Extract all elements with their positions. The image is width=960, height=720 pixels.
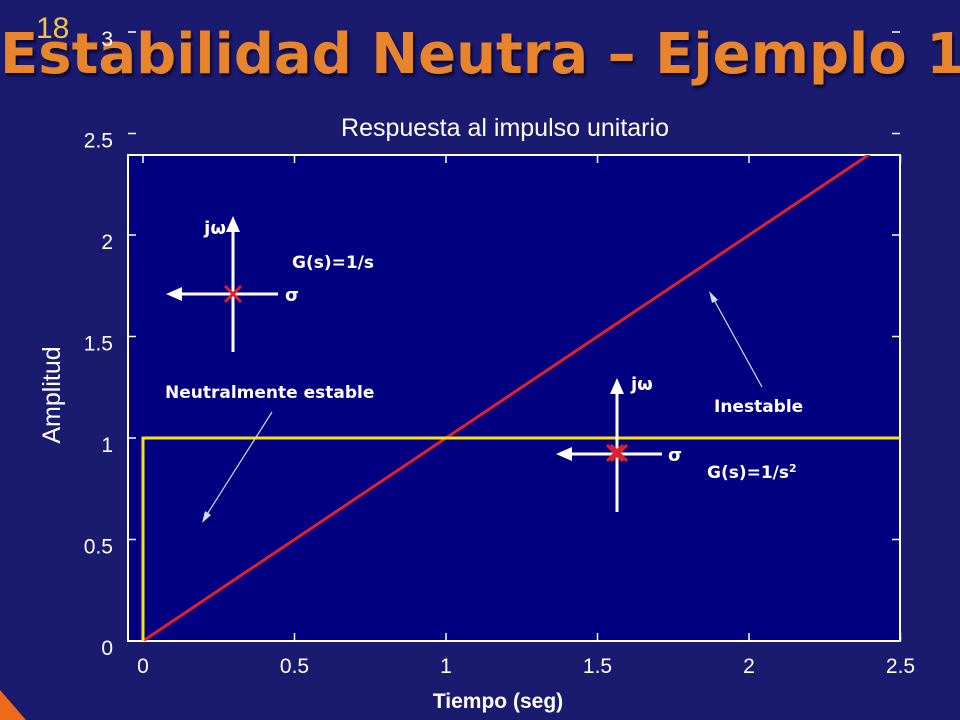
pole-marker — [223, 284, 243, 304]
jw-label: jω — [630, 374, 653, 395]
unstable-pointer-arrow — [712, 297, 763, 388]
double-pole-marker — [605, 443, 629, 463]
y-tick-labels: 00.511.522.533.544.5 — [84, 28, 113, 660]
sigma-label: σ — [668, 445, 682, 466]
plot-frame — [127, 154, 901, 642]
sigma-label: σ — [285, 285, 299, 306]
slide-number: 18 — [36, 12, 70, 45]
y-tick-label: 0 — [101, 637, 113, 660]
neutral-pointer-arrow — [205, 411, 273, 517]
s-plane-diagram-1: jω σ G(s)=1/s — [166, 216, 374, 352]
x-tick-label: 1 — [440, 655, 452, 678]
series-layer — [141, 155, 900, 641]
y-tick-label: 0.5 — [84, 536, 113, 559]
y-tick-label: 2 — [101, 231, 113, 254]
arrowhead-left — [166, 287, 182, 301]
arrowhead-left — [556, 447, 572, 461]
y-axis-label: Amplitud — [38, 346, 66, 443]
x-tick-labels: 00.511.522.533.544.5 — [137, 655, 915, 678]
transfer-function-1: G(s)=1/s — [292, 253, 374, 273]
x-tick-label: 0.5 — [280, 655, 309, 678]
arrowhead-up — [226, 216, 240, 232]
unstable-label: Inestable — [714, 397, 803, 417]
y-tick-label: 1 — [101, 434, 113, 457]
s-plane-diagram-2: jω σ G(s)=1/s2 — [556, 374, 797, 512]
y-tick-label: 2.5 — [84, 130, 113, 153]
arrowhead-up — [610, 378, 624, 394]
y-tick-label: 1.5 — [84, 333, 113, 356]
jw-label: jω — [203, 218, 226, 239]
chart-title: Respuesta al impulso unitario — [341, 114, 669, 142]
unstable-arrowhead — [709, 291, 718, 303]
y-tick-label: 3 — [101, 28, 113, 51]
x-tick-label: 1.5 — [583, 655, 612, 678]
neutral-stable-label: Neutralmente estable — [165, 383, 374, 403]
x-tick-label: 2.5 — [886, 655, 915, 678]
step-response-line — [141, 436, 900, 641]
corner-decoration — [0, 690, 26, 720]
slide-title: Estabilidad Neutra – Ejemplo 1 — [0, 22, 960, 87]
x-axis-label: Tiempo (seg) — [433, 690, 563, 713]
ramp-response-line — [142, 155, 872, 641]
neutral-arrowhead — [202, 511, 211, 523]
x-tick-label: 2 — [743, 655, 755, 678]
plot-area — [128, 155, 900, 641]
x-tick-label: 0 — [137, 655, 149, 678]
transfer-function-2: G(s)=1/s2 — [707, 462, 797, 484]
